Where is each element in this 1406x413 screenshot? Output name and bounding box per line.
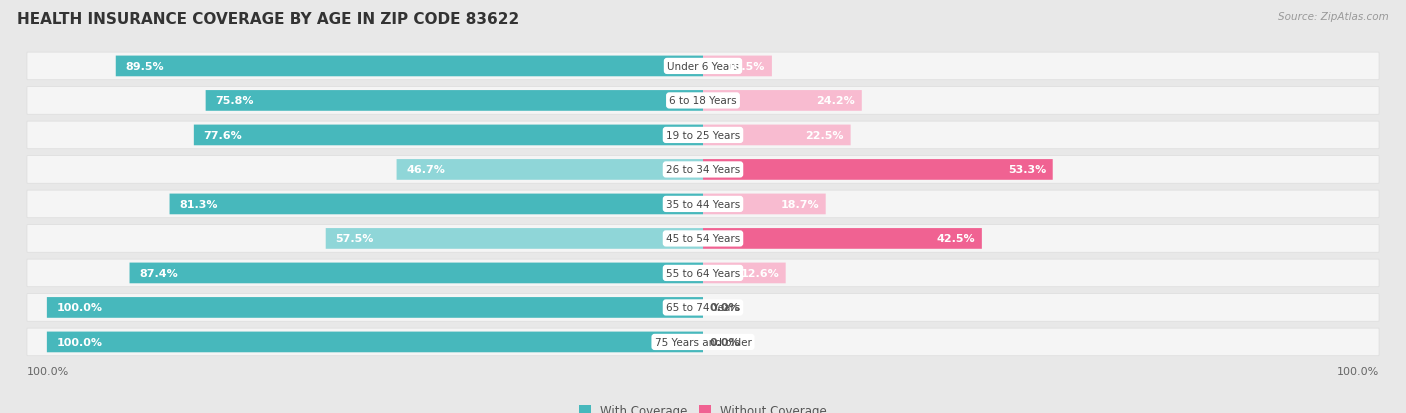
- FancyBboxPatch shape: [396, 160, 703, 180]
- Text: 24.2%: 24.2%: [817, 96, 855, 106]
- FancyBboxPatch shape: [27, 259, 1379, 287]
- Text: 0.0%: 0.0%: [710, 303, 740, 313]
- FancyBboxPatch shape: [27, 225, 1379, 253]
- FancyBboxPatch shape: [703, 125, 851, 146]
- Text: 100.0%: 100.0%: [56, 337, 103, 347]
- FancyBboxPatch shape: [703, 160, 1053, 180]
- Text: 46.7%: 46.7%: [406, 165, 446, 175]
- Text: 100.0%: 100.0%: [27, 366, 69, 376]
- Text: 18.7%: 18.7%: [780, 199, 820, 209]
- Text: 77.6%: 77.6%: [204, 131, 242, 140]
- Text: 55 to 64 Years: 55 to 64 Years: [666, 268, 740, 278]
- Text: Source: ZipAtlas.com: Source: ZipAtlas.com: [1278, 12, 1389, 22]
- FancyBboxPatch shape: [46, 332, 703, 352]
- Text: 75 Years and older: 75 Years and older: [655, 337, 751, 347]
- Text: 42.5%: 42.5%: [936, 234, 976, 244]
- Text: 10.5%: 10.5%: [727, 62, 765, 72]
- Text: 57.5%: 57.5%: [336, 234, 374, 244]
- Legend: With Coverage, Without Coverage: With Coverage, Without Coverage: [574, 399, 832, 413]
- Text: HEALTH INSURANCE COVERAGE BY AGE IN ZIP CODE 83622: HEALTH INSURANCE COVERAGE BY AGE IN ZIP …: [17, 12, 519, 27]
- FancyBboxPatch shape: [129, 263, 703, 284]
- Text: 26 to 34 Years: 26 to 34 Years: [666, 165, 740, 175]
- Text: 19 to 25 Years: 19 to 25 Years: [666, 131, 740, 140]
- Text: 45 to 54 Years: 45 to 54 Years: [666, 234, 740, 244]
- FancyBboxPatch shape: [27, 53, 1379, 81]
- Text: 81.3%: 81.3%: [180, 199, 218, 209]
- Text: 53.3%: 53.3%: [1008, 165, 1046, 175]
- FancyBboxPatch shape: [27, 156, 1379, 184]
- FancyBboxPatch shape: [703, 228, 981, 249]
- FancyBboxPatch shape: [27, 191, 1379, 218]
- FancyBboxPatch shape: [703, 263, 786, 284]
- Text: 6 to 18 Years: 6 to 18 Years: [669, 96, 737, 106]
- Text: 12.6%: 12.6%: [741, 268, 779, 278]
- Text: 65 to 74 Years: 65 to 74 Years: [666, 303, 740, 313]
- FancyBboxPatch shape: [194, 125, 703, 146]
- FancyBboxPatch shape: [115, 57, 703, 77]
- Text: 75.8%: 75.8%: [215, 96, 254, 106]
- Text: 22.5%: 22.5%: [806, 131, 844, 140]
- FancyBboxPatch shape: [703, 57, 772, 77]
- FancyBboxPatch shape: [703, 194, 825, 215]
- FancyBboxPatch shape: [326, 228, 703, 249]
- FancyBboxPatch shape: [170, 194, 703, 215]
- FancyBboxPatch shape: [46, 297, 703, 318]
- Text: 87.4%: 87.4%: [139, 268, 179, 278]
- Text: 89.5%: 89.5%: [125, 62, 165, 72]
- Text: 100.0%: 100.0%: [1337, 366, 1379, 376]
- Text: 35 to 44 Years: 35 to 44 Years: [666, 199, 740, 209]
- Text: 0.0%: 0.0%: [710, 337, 740, 347]
- FancyBboxPatch shape: [205, 91, 703, 112]
- Text: 100.0%: 100.0%: [56, 303, 103, 313]
- FancyBboxPatch shape: [27, 328, 1379, 356]
- Text: Under 6 Years: Under 6 Years: [666, 62, 740, 72]
- FancyBboxPatch shape: [27, 122, 1379, 150]
- FancyBboxPatch shape: [27, 294, 1379, 321]
- FancyBboxPatch shape: [27, 88, 1379, 115]
- FancyBboxPatch shape: [703, 91, 862, 112]
